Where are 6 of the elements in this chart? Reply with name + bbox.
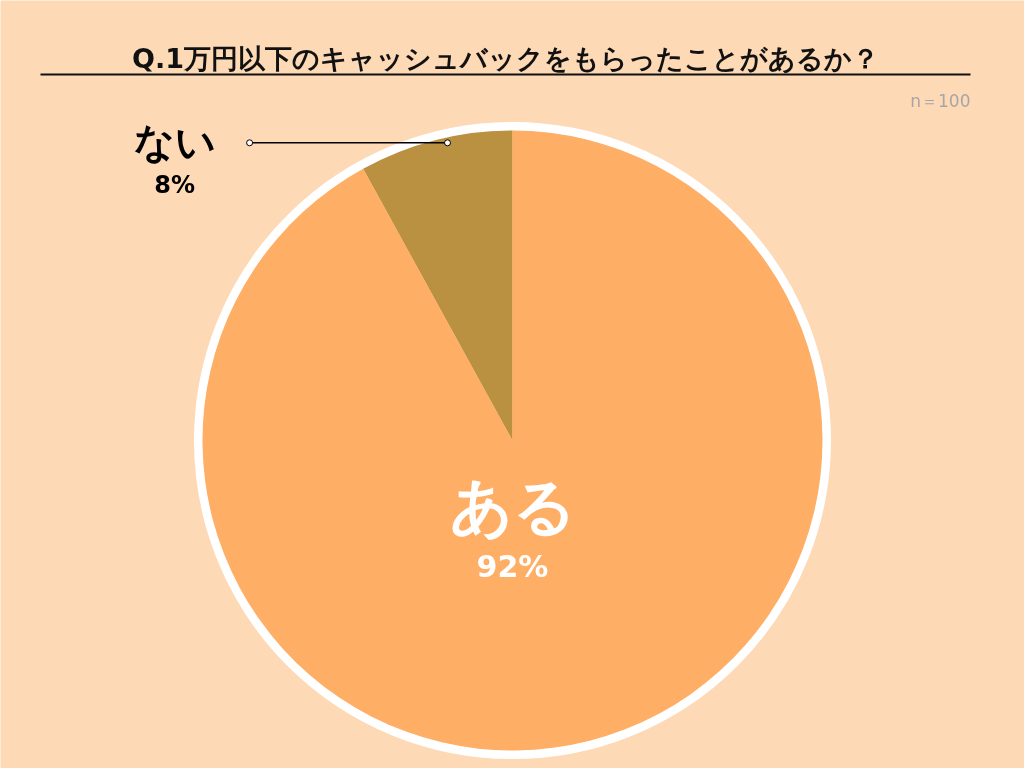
chart-title: Q.1万円以下のキャッシュバックをもらったことがあるか？ <box>132 43 879 74</box>
data-label: 92% <box>476 549 549 584</box>
slice-label: ある <box>449 470 576 543</box>
data-label: 8% <box>154 170 195 199</box>
slice-label: ない <box>133 118 216 165</box>
text: n＝100 <box>910 90 971 111</box>
